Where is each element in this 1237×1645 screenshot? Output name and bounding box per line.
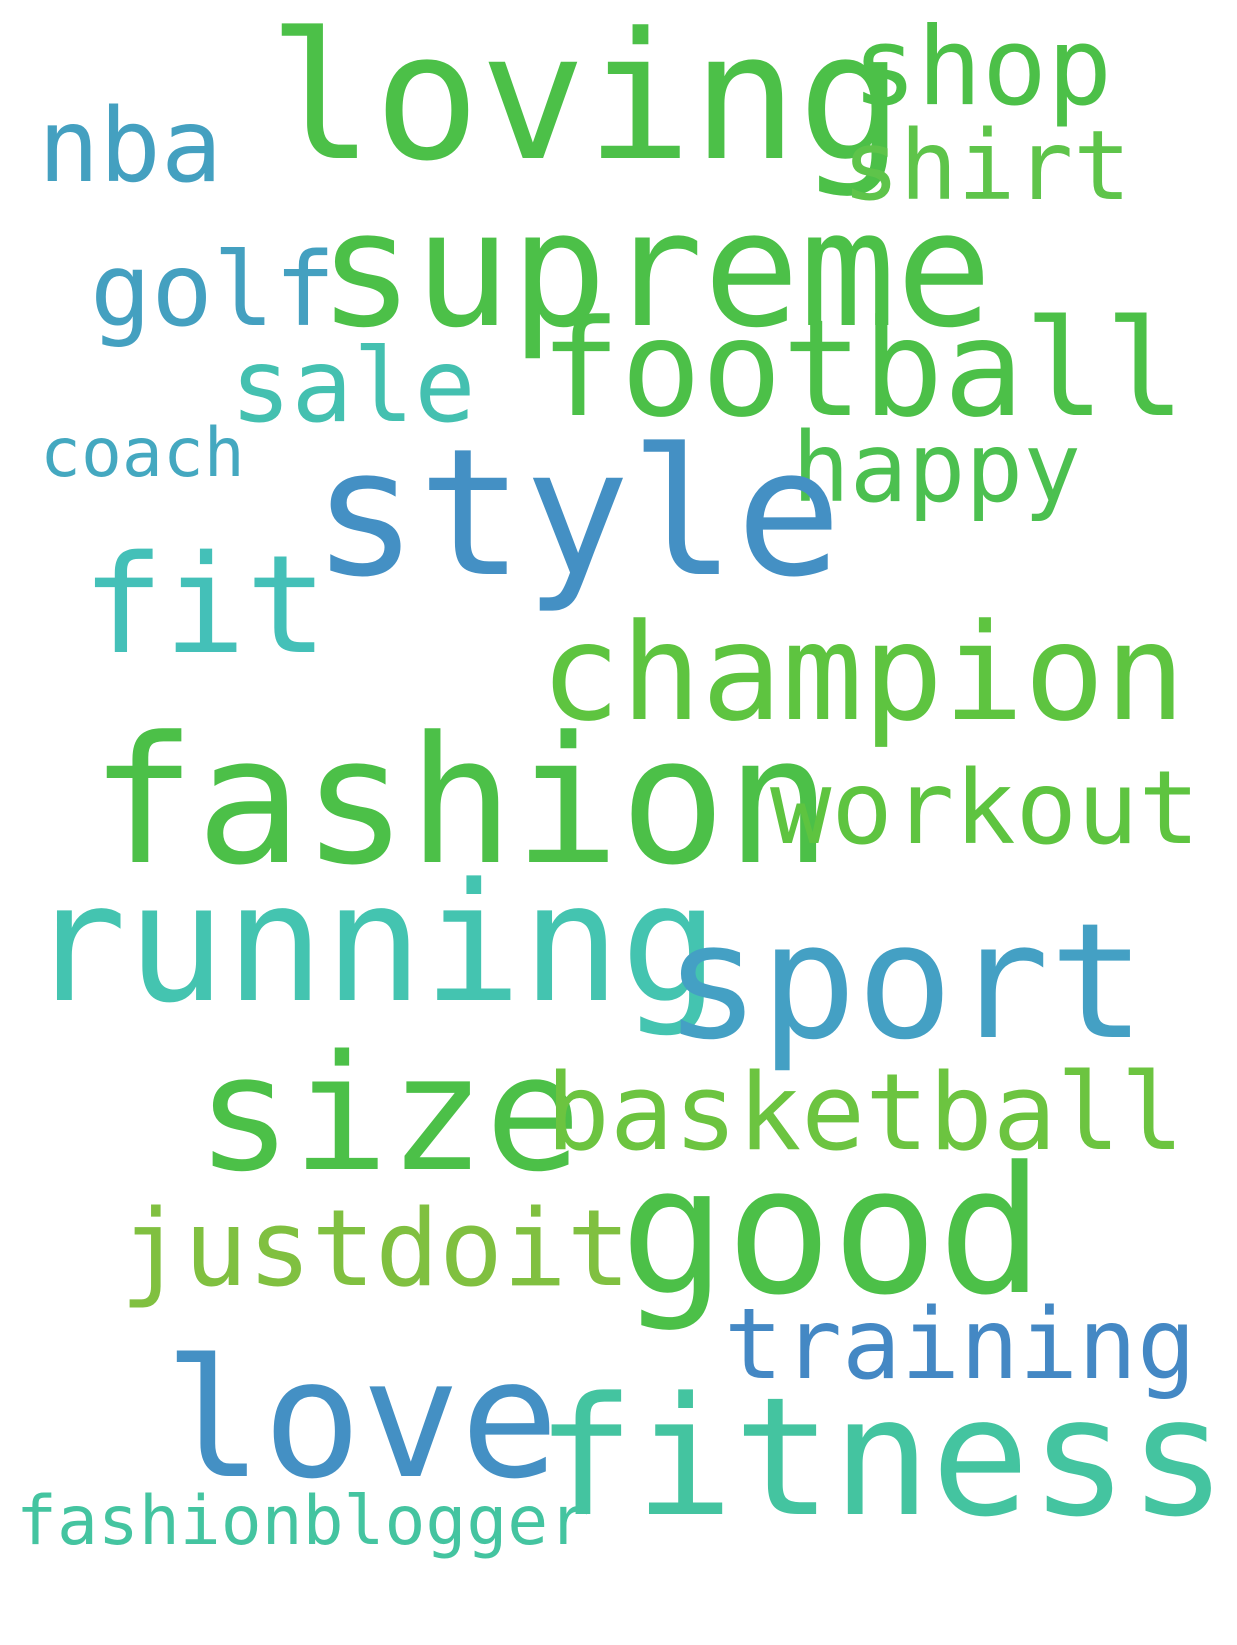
word-champion: champion xyxy=(540,595,1186,751)
word-sale: sale xyxy=(230,327,476,446)
word-happy: happy xyxy=(792,412,1081,524)
word-supreme: supreme xyxy=(318,176,993,363)
word-shirt: shirt xyxy=(842,110,1131,222)
word-shop: shop xyxy=(852,5,1113,130)
word-golf: golf xyxy=(90,231,336,350)
word-basketball: basketball xyxy=(546,1051,1185,1174)
word-workout: workout xyxy=(770,749,1200,868)
word-training: training xyxy=(724,1288,1197,1402)
word-loving: loving xyxy=(268,0,904,200)
word-good: good xyxy=(620,1129,1044,1334)
word-fashionblogger: fashionblogger xyxy=(16,1482,590,1561)
word-sport: sport xyxy=(664,888,1146,1075)
word-coach: coach xyxy=(40,414,245,493)
word-nba: nba xyxy=(38,87,223,206)
word-size: size xyxy=(196,1020,582,1207)
word-love: love xyxy=(164,1324,559,1515)
word-style: style xyxy=(312,411,842,616)
word-football: football xyxy=(540,291,1186,447)
word-justdoit: justdoit xyxy=(120,1187,631,1310)
word-fit: fit xyxy=(82,527,328,685)
word-fashion: fashion xyxy=(90,699,832,904)
word-running: running xyxy=(28,848,720,1039)
word-fitness: fitness xyxy=(536,1362,1228,1553)
